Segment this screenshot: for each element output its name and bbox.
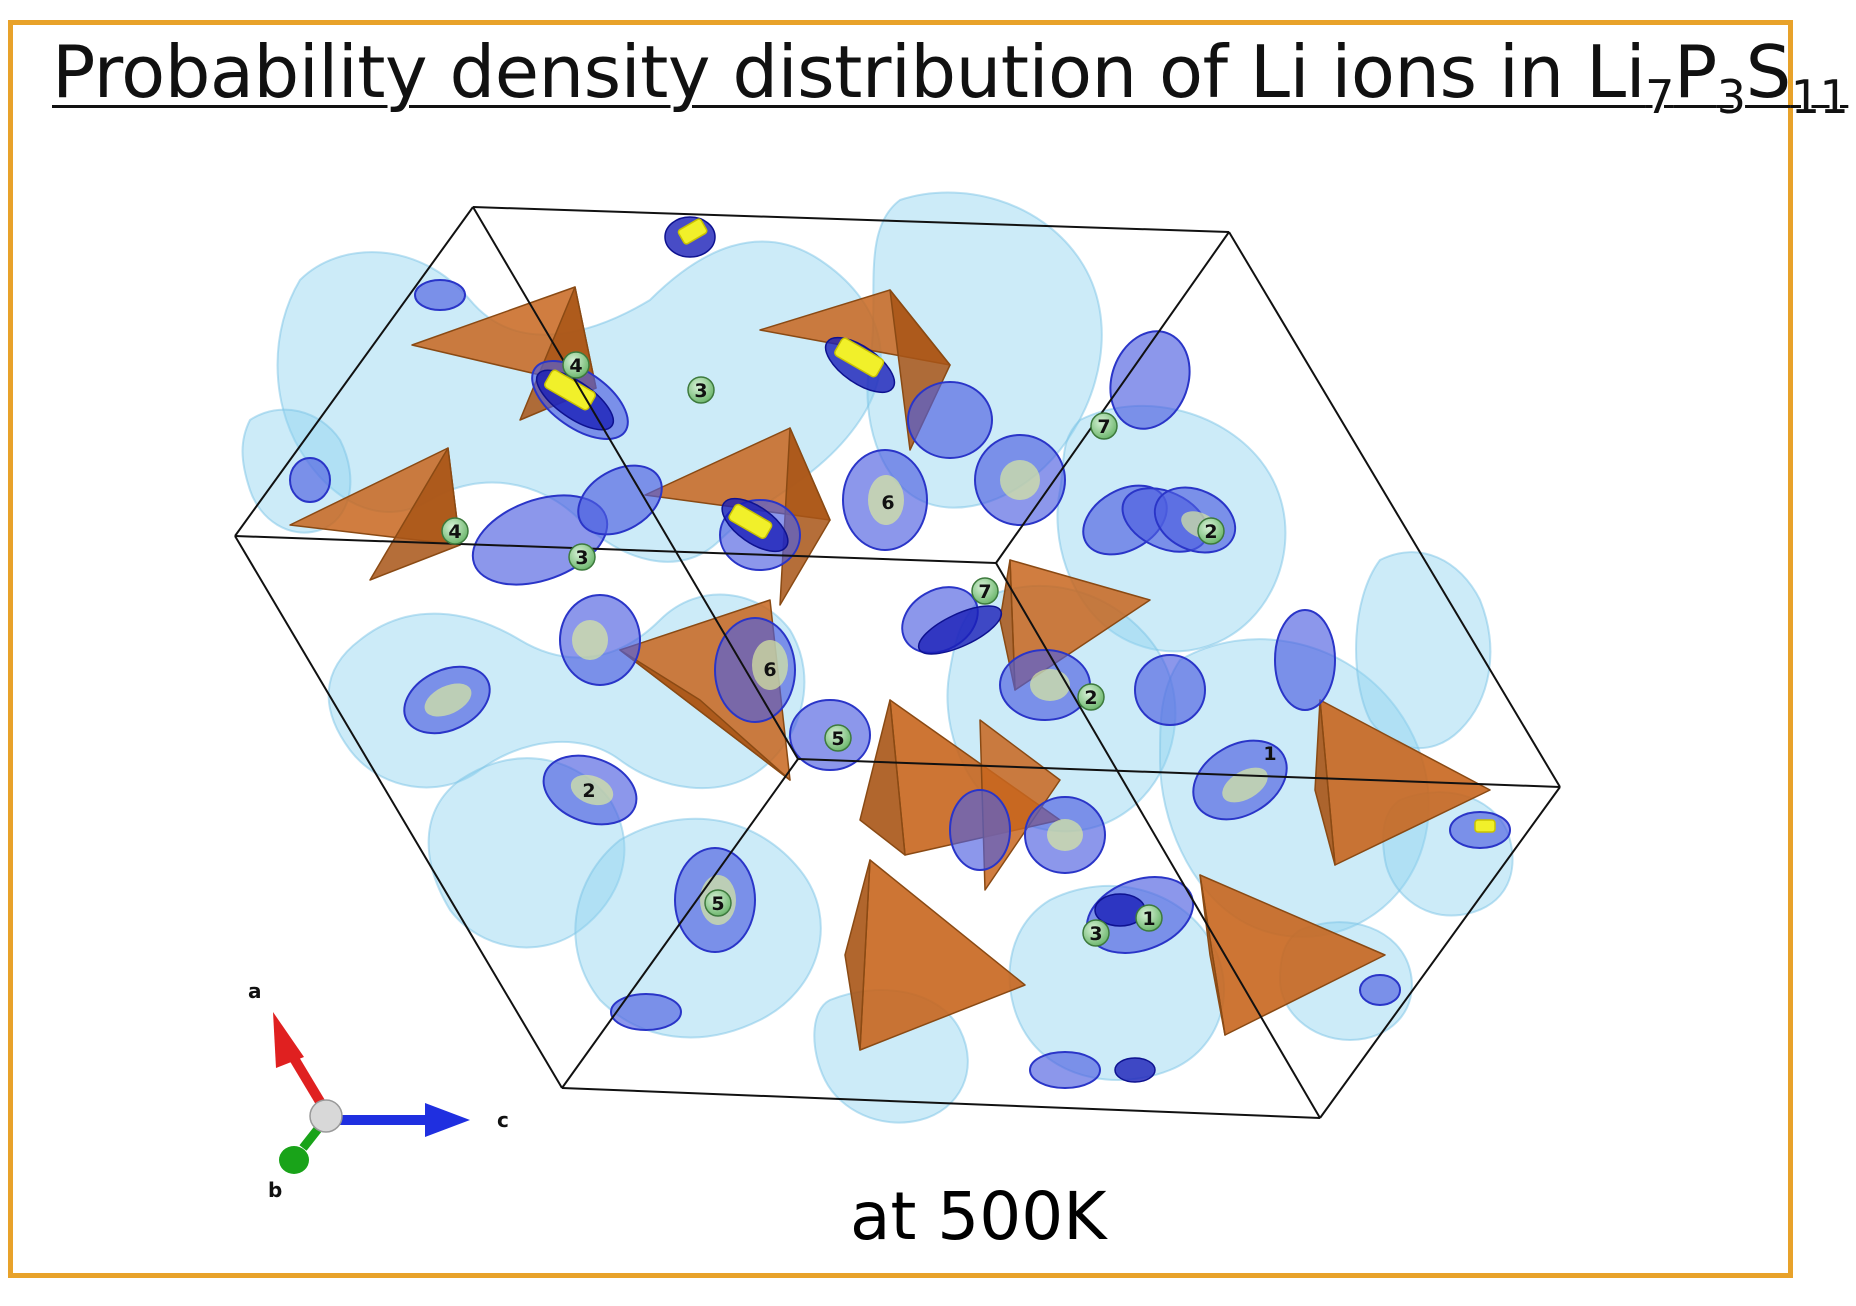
temperature-caption: at 500K [850,1178,1107,1255]
li-site-label: 6 [881,492,894,514]
li-sites: 4 3 4 3 6 7 7 2 6 5 2 2 1 5 3 1 [441,351,1277,947]
li-site-label: 5 [831,728,844,750]
li-site-label: 3 [575,547,588,569]
axis-triad: a b c [248,979,509,1202]
li-site-label: 4 [569,355,582,377]
li-site-marker: 4 [562,351,590,379]
li-site-marker: 5 [704,889,732,917]
li-site-label: 2 [1084,687,1097,709]
tetrahedron [844,859,1026,1051]
li-site-label: 7 [978,581,991,603]
title-subscript-s: 11 [1790,70,1849,124]
tetrahedron [1199,874,1386,1036]
li-site-label: 2 [1204,521,1217,543]
li-site-marker: 3 [687,376,715,404]
tetrahedra [289,286,1491,1051]
li-site-marker: 4 [441,517,469,545]
figure-title: Probability density distribution of Li i… [52,30,1849,124]
li-site-marker: 7 [1090,412,1118,440]
li-site-marker: 2 [582,780,595,802]
li-site-marker: 2 [1197,517,1225,545]
li-site-label: 2 [582,780,595,802]
tetrahedron [1314,699,1491,866]
li-site-label: 3 [694,380,707,402]
title-s: S [1745,30,1792,114]
axis-c-arrow [330,1103,470,1137]
li-site-marker: 1 [1263,743,1276,765]
title-prefix: Probability density distribution of Li i… [52,30,1646,114]
li-site-label: 6 [763,659,776,681]
li-site-label: 4 [448,521,461,543]
li-site-label: 7 [1097,416,1110,438]
axis-c-label: c [497,1108,509,1132]
unit-cell-edges [234,206,1561,1119]
li-site-label: 1 [1263,743,1276,765]
title-subscript-p: 3 [1716,70,1746,124]
title-subscript-li: 7 [1645,70,1674,124]
axis-origin [309,1099,343,1133]
li-site-marker: 3 [1082,919,1110,947]
li-site-label: 5 [711,893,724,915]
axis-a-arrow [273,1012,330,1113]
figure-frame [8,20,1793,1278]
li-site-marker: 1 [1135,904,1163,932]
li-site-marker: 7 [971,577,999,605]
axis-a-label: a [248,979,262,1003]
density-core [544,218,1496,833]
axis-b-label: b [268,1178,282,1202]
li-site-label: 3 [1089,923,1102,945]
li-site-marker: 6 [763,659,776,681]
li-site-marker: 6 [881,492,894,514]
li-site-marker: 3 [568,543,596,571]
li-site-marker: 5 [824,724,852,752]
tetrahedron [644,427,831,606]
tetrahedron [289,447,461,581]
li-site-marker: 2 [1077,683,1105,711]
li-site-label: 1 [1142,908,1155,930]
title-p: P [1673,30,1717,114]
